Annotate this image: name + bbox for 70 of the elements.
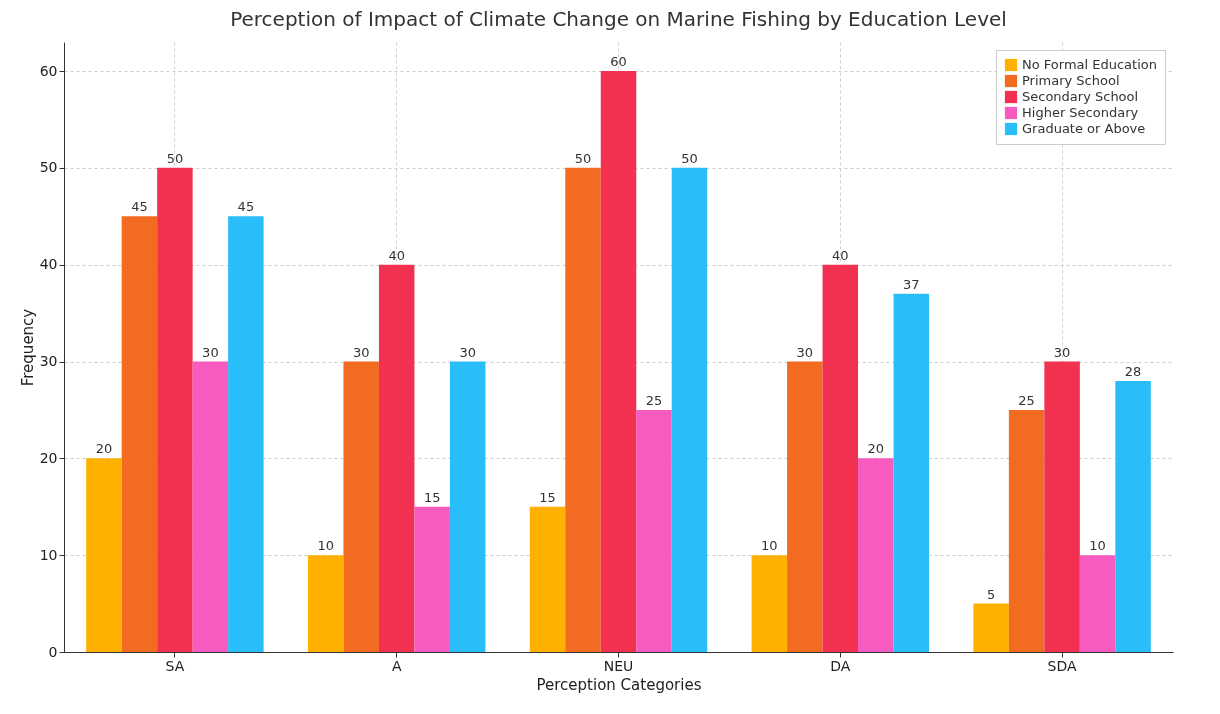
bar xyxy=(973,603,1009,652)
y-tick-label: 0 xyxy=(48,643,58,660)
data-label: 40 xyxy=(832,247,849,263)
data-label: 50 xyxy=(166,150,184,166)
bar xyxy=(565,167,601,652)
data-label: 45 xyxy=(131,199,148,215)
bar xyxy=(600,71,637,652)
data-label: 10 xyxy=(1089,538,1106,554)
y-tick-label: 20 xyxy=(39,449,58,466)
data-label: 50 xyxy=(681,150,698,166)
bar xyxy=(192,361,229,652)
data-label: 20 xyxy=(867,441,885,457)
x-axis-title: Perception Categories xyxy=(536,675,702,694)
x-tick-label: SA xyxy=(165,657,185,674)
bar xyxy=(228,216,264,652)
bar xyxy=(157,167,193,652)
bar xyxy=(307,555,344,652)
bar xyxy=(121,216,158,652)
x-tick-label: SDA xyxy=(1047,657,1078,674)
x-tick-label: NEU xyxy=(603,657,634,674)
y-axis-title: Frequency xyxy=(18,308,37,387)
data-label: 15 xyxy=(423,489,441,505)
data-label: 15 xyxy=(539,489,556,505)
bar xyxy=(1115,380,1151,652)
data-label: 10 xyxy=(317,538,334,554)
data-label: 50 xyxy=(574,150,592,166)
x-tick-label: DA xyxy=(830,657,851,674)
data-label: 20 xyxy=(95,441,113,457)
bar xyxy=(822,264,859,652)
data-label: 25 xyxy=(645,392,663,408)
data-label: 25 xyxy=(1018,392,1035,408)
data-label: 30 xyxy=(1053,344,1071,360)
data-label: 40 xyxy=(388,247,405,263)
data-label: 5 xyxy=(986,586,996,602)
y-tick-label: 10 xyxy=(39,546,58,563)
bar xyxy=(529,506,566,652)
data-label: 37 xyxy=(903,276,920,292)
bar xyxy=(858,458,894,652)
bar xyxy=(751,555,788,652)
bar xyxy=(86,458,122,652)
bar xyxy=(787,361,823,652)
data-label: 30 xyxy=(796,344,814,360)
x-tick-label: A xyxy=(391,657,402,674)
bar xyxy=(1079,555,1116,652)
y-tick-label: 60 xyxy=(39,62,58,79)
data-label: 30 xyxy=(202,344,219,360)
legend-label: Higher Secondary xyxy=(1022,105,1139,120)
bar xyxy=(449,361,486,652)
bar xyxy=(1044,361,1080,652)
legend-label: Secondary School xyxy=(1022,89,1139,104)
bar xyxy=(893,293,930,652)
legend-label: No Formal Education xyxy=(1022,57,1157,72)
y-tick-label: 30 xyxy=(39,353,58,370)
bar xyxy=(378,264,415,652)
y-tick-label: 40 xyxy=(39,256,58,273)
legend-label: Primary School xyxy=(1022,73,1120,88)
data-label: 60 xyxy=(610,54,627,70)
bar xyxy=(636,409,672,652)
y-tick-label: 50 xyxy=(39,159,58,176)
chart-title: Perception of Impact of Climate Change on Marine Fishing by Education Level xyxy=(230,7,1007,31)
bar xyxy=(671,167,708,652)
data-label: 45 xyxy=(237,199,255,215)
data-label: 30 xyxy=(459,344,476,360)
data-label: 28 xyxy=(1124,363,1142,379)
bar xyxy=(1008,409,1045,652)
data-label: 30 xyxy=(352,344,370,360)
data-label: 10 xyxy=(761,538,778,554)
bar xyxy=(414,506,450,652)
legend-label: Graduate or Above xyxy=(1022,121,1146,136)
bar xyxy=(343,361,379,652)
